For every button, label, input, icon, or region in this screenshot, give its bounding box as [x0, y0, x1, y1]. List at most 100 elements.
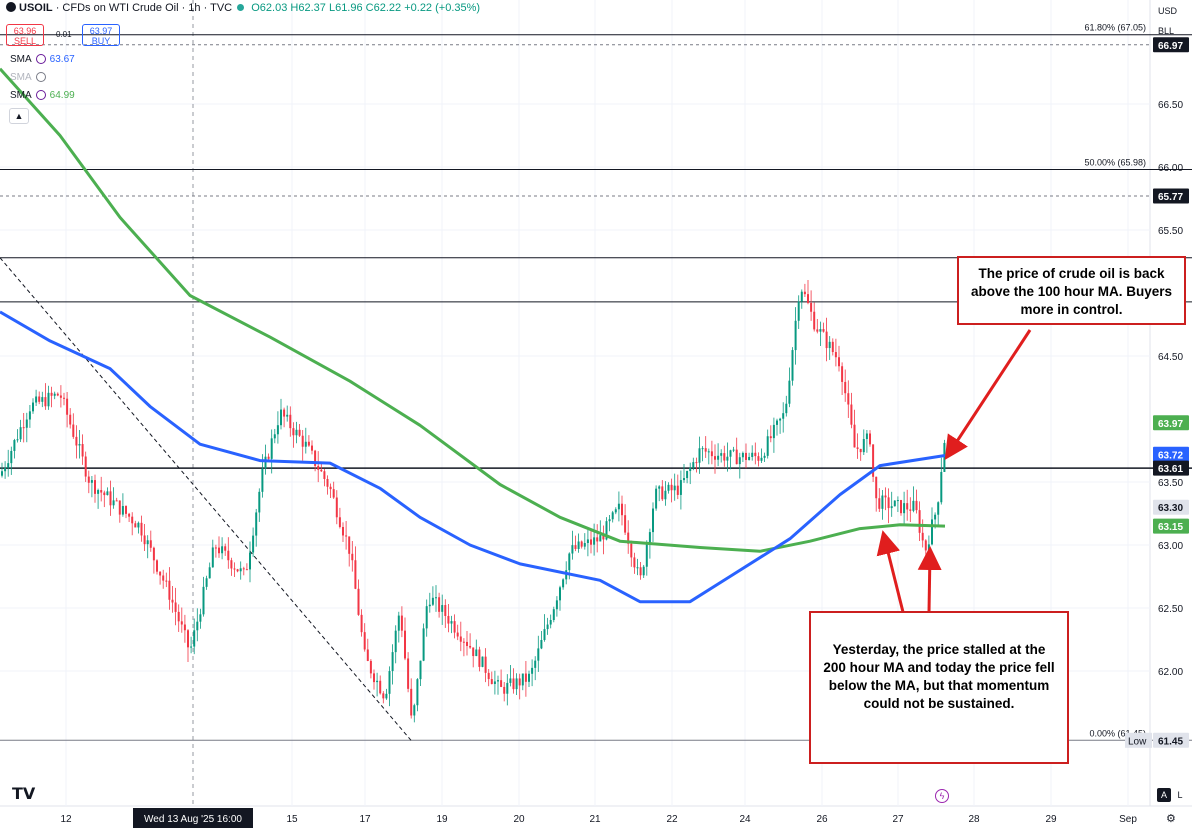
candle-body: [397, 615, 400, 631]
candle-body: [931, 519, 933, 545]
lightning-icon[interactable]: ϟ: [935, 789, 949, 803]
price-label-text: 61.45: [1158, 736, 1183, 747]
time-tick-label: 27: [892, 814, 904, 825]
collapse-legend-button[interactable]: ▲: [9, 108, 29, 124]
candle-body: [769, 436, 772, 439]
symbol-label[interactable]: USOIL: [19, 2, 53, 14]
price-label-text: 63.15: [1158, 522, 1183, 533]
candle-body: [329, 486, 332, 490]
candle-body: [813, 311, 816, 330]
candle-body: [673, 485, 676, 491]
candle-body: [428, 604, 431, 607]
candle-body: [577, 541, 580, 549]
time-tick-label: 29: [1045, 814, 1057, 825]
candle-body: [896, 500, 899, 502]
candle-body: [90, 480, 93, 483]
candle-body: [692, 462, 695, 468]
candle-body: [782, 413, 785, 419]
candle-body: [590, 539, 592, 545]
instrument-icon: [6, 2, 16, 12]
candle-body: [438, 597, 441, 612]
candle-body: [819, 329, 822, 332]
candle-body: [38, 396, 41, 402]
price-label-box: [1153, 446, 1189, 462]
candle-body: [763, 455, 766, 458]
candle-body: [490, 679, 493, 685]
settings-icon[interactable]: ⚙: [1166, 813, 1176, 825]
candle-body: [478, 649, 481, 667]
candle-body: [890, 506, 893, 509]
candle-body: [810, 302, 813, 312]
candle-body: [921, 532, 924, 541]
unit-button[interactable]: BLL: [1158, 26, 1175, 36]
candle-body: [342, 526, 344, 536]
sma-value: 63.67: [49, 54, 75, 65]
candle-body: [506, 682, 509, 694]
candle-body: [459, 636, 462, 642]
settings-icon[interactable]: [35, 54, 46, 65]
buy-label: BUY: [91, 36, 111, 46]
candle-body: [751, 452, 754, 457]
sell-button[interactable]: 63.96 SELL: [6, 24, 44, 46]
candle-body: [679, 480, 682, 495]
candle-body: [893, 500, 896, 507]
candle-body: [227, 550, 230, 561]
candle-body: [586, 539, 589, 544]
currency-button[interactable]: USD: [1158, 6, 1178, 16]
candle-body: [484, 656, 487, 673]
candle-body: [419, 660, 422, 680]
candle-body: [593, 537, 596, 545]
candle-body: [298, 429, 301, 436]
candle-body: [816, 329, 819, 332]
candle-body: [785, 403, 788, 414]
sma-value: 64.99: [49, 90, 75, 101]
buy-price: 63.97: [89, 26, 113, 36]
sma-legend-1[interactable]: SMA 63.67: [10, 54, 75, 65]
candle-body: [875, 476, 878, 499]
candle-body: [726, 456, 729, 461]
candle-body: [369, 660, 372, 674]
candle-body: [63, 397, 65, 399]
sma-name: SMA: [10, 90, 32, 101]
candle-body: [208, 567, 211, 579]
hidden-eye-icon[interactable]: [35, 72, 46, 83]
sma-legend-2[interactable]: SMA: [10, 72, 50, 83]
time-tick-label: 20: [513, 814, 525, 825]
time-tick-label: 12: [60, 814, 72, 825]
candle-body: [50, 392, 53, 396]
candle-body: [236, 569, 239, 572]
candle-body: [283, 409, 286, 417]
candle-body: [149, 540, 152, 548]
ohlc-high: H62.37: [290, 2, 326, 14]
sma-name: SMA: [10, 72, 32, 83]
log-scale-button[interactable]: L: [1177, 790, 1183, 800]
candle-body: [255, 512, 258, 536]
candle-body: [400, 615, 403, 631]
buy-button[interactable]: 63.97 BUY: [82, 24, 120, 46]
candle-body: [338, 517, 341, 527]
price-tick-label: 63.00: [1158, 541, 1183, 552]
sell-label: SELL: [13, 36, 37, 46]
candle-body: [524, 673, 527, 682]
candle-body: [121, 506, 124, 515]
candle-body: [103, 492, 106, 496]
candle-body: [633, 557, 636, 568]
candle-body: [289, 414, 292, 429]
sma-legend-3[interactable]: SMA 64.99: [10, 90, 75, 101]
candle-body: [475, 649, 478, 657]
time-tick-label: 21: [589, 814, 601, 825]
ohlc-low: L61.96: [328, 2, 363, 14]
candle-body: [69, 414, 72, 425]
candle-body: [286, 414, 289, 417]
candle-body: [648, 532, 651, 545]
settings-icon[interactable]: [35, 90, 46, 101]
candle-body: [748, 456, 751, 460]
candle-body: [859, 448, 862, 453]
price-label-text: 66.97: [1158, 41, 1183, 52]
candle-body: [13, 440, 16, 451]
candle-body: [658, 486, 661, 489]
tradingview-logo[interactable]: 𝗧𝗩: [12, 786, 36, 803]
auto-scale-button[interactable]: A: [1157, 788, 1171, 802]
candle-body: [803, 291, 806, 295]
